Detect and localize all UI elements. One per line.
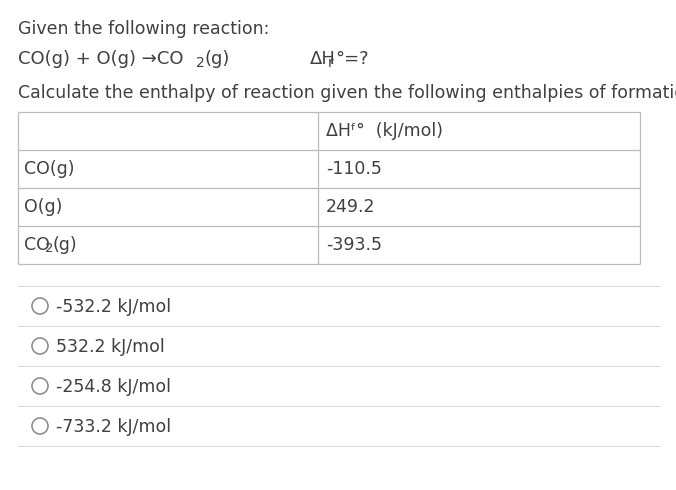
Text: (g): (g) (204, 50, 229, 68)
Text: CO(g): CO(g) (24, 160, 74, 178)
Text: -110.5: -110.5 (326, 160, 382, 178)
Text: 249.2: 249.2 (326, 198, 375, 216)
Text: -532.2 kJ/mol: -532.2 kJ/mol (56, 298, 171, 316)
Text: -733.2 kJ/mol: -733.2 kJ/mol (56, 418, 171, 436)
Text: 2: 2 (196, 56, 205, 70)
Text: r: r (328, 56, 334, 70)
Text: CO: CO (24, 236, 50, 254)
Text: -393.5: -393.5 (326, 236, 382, 254)
Text: °=?: °=? (335, 50, 368, 68)
Text: O(g): O(g) (24, 198, 62, 216)
Text: Given the following reaction:: Given the following reaction: (18, 20, 269, 38)
Text: 2: 2 (45, 242, 53, 255)
Text: ΔH: ΔH (310, 50, 336, 68)
Text: CO(g) + O(g) →CO: CO(g) + O(g) →CO (18, 50, 183, 68)
Text: Calculate the enthalpy of reaction given the following enthalpies of formation:: Calculate the enthalpy of reaction given… (18, 84, 676, 102)
Text: -254.8 kJ/mol: -254.8 kJ/mol (56, 378, 171, 396)
Text: (g): (g) (52, 236, 76, 254)
Text: 532.2 kJ/mol: 532.2 kJ/mol (56, 338, 165, 356)
Text: ΔHᶠ°  (kJ/mol): ΔHᶠ° (kJ/mol) (326, 122, 443, 140)
